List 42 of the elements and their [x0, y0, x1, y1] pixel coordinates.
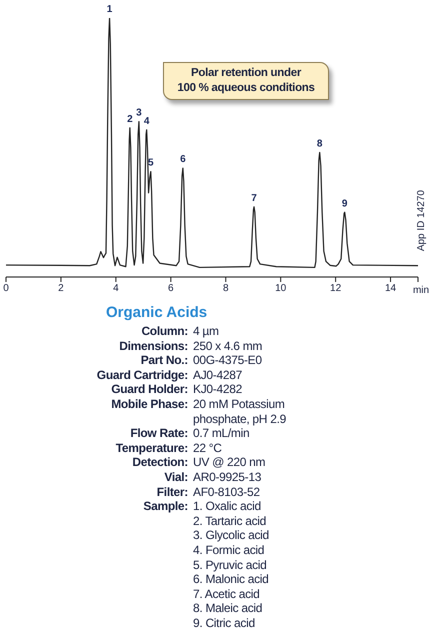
text: 3. Glycolic acid — [193, 528, 270, 543]
annotation: 5 — [148, 158, 154, 169]
text: Organic Acids — [106, 304, 208, 321]
annotation: 7 — [251, 192, 258, 204]
text: Filter: AF0-8103-52 — [156, 484, 261, 500]
text: 9. Citric acid — [193, 616, 256, 630]
x-tick-label: 2 — [58, 283, 64, 294]
annotation: 2 — [127, 114, 134, 125]
text: Mobile Phase: 20 mM Potassium phosphate, pH 2.9 — [110, 396, 287, 426]
text: Detection: UV @ 220 nm — [131, 455, 266, 470]
text: Vial: AR0-9925-13 — [163, 470, 262, 485]
text: Column: 4 µm — [140, 324, 220, 339]
text: Sample: 1. Oxalic acid — [142, 499, 262, 514]
text: Part No.: 00G-4375-E0 — [140, 353, 263, 368]
text: 5. Pyruvic acid — [193, 558, 268, 572]
x-tick-label: 6 — [168, 283, 174, 294]
text: Guard Holder: KJ0-4282 — [110, 382, 243, 397]
text: Guard Cartridge: AJ0-4287 — [96, 368, 243, 382]
text: Flow Rate: 0.7 mL/min — [129, 426, 250, 441]
x-tick-label: 4 — [113, 283, 120, 294]
annotation: 3 — [136, 108, 142, 119]
annotation: 4 — [144, 116, 150, 127]
x-tick-label: 8 — [222, 283, 229, 294]
x-axis-title: min — [412, 285, 430, 296]
x-tick-label: 12 — [330, 283, 342, 294]
annotation: App ID 14270 — [416, 190, 428, 252]
text: 8. Maleic acid — [193, 601, 264, 616]
callout-box: Polar retention under 100 % aqueous conditions — [163, 62, 329, 100]
x-tick-label: 10 — [275, 283, 287, 294]
annotation: 9 — [342, 198, 348, 210]
text: Dimensions: 250 x 4.6 mm — [118, 338, 264, 354]
annotation: 1 — [106, 4, 113, 15]
text: 7. Acetic acid — [193, 586, 261, 602]
annotation: 6 — [180, 154, 186, 166]
text: 6. Malonic acid — [193, 572, 270, 587]
text: 4. Formic acid — [193, 542, 266, 558]
text: 2. Tartaric acid — [193, 514, 268, 528]
x-tick-label: 14 — [384, 283, 397, 294]
annotation: 8 — [316, 138, 323, 150]
annotation: Polar retention under 100 % aqueous conditions — [177, 66, 315, 96]
text: Temperature: 22 °C — [114, 440, 223, 456]
x-tick-label: 0 — [3, 283, 10, 294]
